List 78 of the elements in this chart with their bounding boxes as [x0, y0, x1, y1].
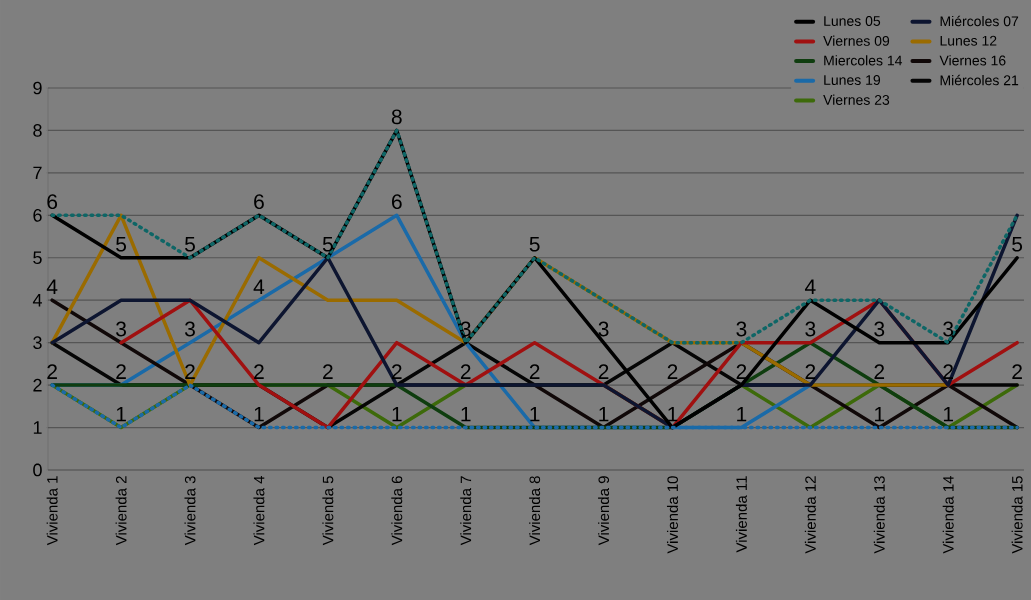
y-tick-label: 3	[33, 336, 42, 350]
x-tick-label: Vivienda 2	[115, 476, 127, 546]
x-tick-label: Vivienda 14	[942, 475, 954, 554]
x-tick-label: Vivienda 10	[666, 476, 678, 554]
x-tick-label: Vivienda 9	[598, 476, 610, 546]
annotation: 1	[530, 406, 540, 422]
annotation: 5	[322, 236, 333, 252]
annotation: 1	[737, 406, 747, 422]
annotation: 2	[460, 364, 471, 379]
y-tick-label: 7	[33, 166, 42, 180]
annotation: 1	[668, 406, 678, 422]
annotation: 2	[805, 364, 816, 379]
annotation: 6	[47, 194, 58, 210]
x-tick-label: Vivienda 4	[253, 475, 265, 546]
x-tick-label: Vivienda 7	[460, 476, 472, 546]
legend-label: Viernes 16	[939, 55, 1006, 66]
x-tick-label: Vivienda 1	[46, 476, 58, 546]
x-tick-label: Vivienda 12	[804, 476, 816, 554]
x-tick-label: Vivienda 8	[529, 476, 541, 546]
y-tick-label: 2	[33, 378, 42, 392]
annotation: 2	[736, 364, 747, 379]
annotation: 3	[184, 321, 195, 337]
x-tick-label: Vivienda 11	[735, 476, 747, 553]
annotation: 2	[392, 364, 402, 379]
annotation: 2	[47, 364, 57, 379]
annotation: 1	[461, 406, 471, 422]
legend-label: Lunes 19	[824, 75, 881, 85]
annotation: 4	[253, 279, 265, 295]
annotation: 3	[874, 321, 885, 337]
x-tick-label: Vivienda 6	[391, 476, 403, 546]
annotation: 2	[667, 364, 678, 379]
annotation: 2	[529, 364, 540, 379]
annotation: 5	[116, 236, 127, 252]
annotation: 1	[943, 406, 954, 422]
annotation: 3	[943, 321, 954, 337]
annotation: 2	[598, 364, 609, 379]
y-tick-label: 6	[33, 208, 42, 222]
legend-label: Viernes 09	[823, 35, 890, 46]
annotation: 1	[116, 406, 126, 422]
annotation: 2	[943, 364, 953, 379]
y-tick-label: 0	[33, 463, 42, 477]
annotation: 3	[116, 321, 126, 337]
legend-label: Viernes 23	[823, 94, 890, 105]
y-tick-label: 5	[33, 251, 42, 265]
legend-label: Miércoles 21	[940, 74, 1019, 86]
annotation: 1	[875, 406, 885, 422]
legend-label: Miercoles 14	[824, 55, 903, 66]
annotation: 2	[323, 364, 333, 379]
annotation: 5	[185, 236, 195, 252]
annotation: 4	[804, 279, 816, 295]
x-tick-label: Vivienda 15	[1011, 476, 1023, 554]
x-tick-label: Vivienda 5	[322, 476, 334, 546]
legend-label: Lunes 05	[824, 16, 881, 26]
annotation: 2	[254, 364, 264, 379]
annotation: 3	[736, 321, 747, 337]
annotation: 4	[46, 279, 58, 295]
annotation: 2	[116, 364, 126, 379]
y-tick-label: 9	[33, 81, 42, 95]
annotation: 3	[805, 321, 816, 337]
annotation: 5	[1012, 236, 1023, 252]
annotation: 1	[392, 406, 402, 422]
annotation: 2	[874, 364, 885, 379]
x-tick-label: Vivienda 3	[184, 476, 196, 546]
annotation: 5	[529, 236, 540, 252]
annotation: 1	[599, 406, 609, 422]
annotation: 6	[392, 194, 402, 210]
x-tick-label: Vivienda 13	[873, 476, 885, 554]
annotation: 1	[254, 406, 264, 422]
annotation: 3	[598, 321, 609, 337]
legend-label: Miércoles 07	[940, 15, 1019, 27]
annotation: 2	[185, 364, 195, 379]
y-tick-label: 1	[33, 421, 42, 434]
annotation: 2	[1012, 364, 1022, 379]
legend-label: Lunes 12	[940, 35, 997, 46]
y-tick-label: 4	[32, 294, 42, 307]
annotation: 8	[391, 109, 402, 125]
annotation: 6	[254, 194, 264, 210]
y-tick-label: 8	[33, 124, 42, 137]
